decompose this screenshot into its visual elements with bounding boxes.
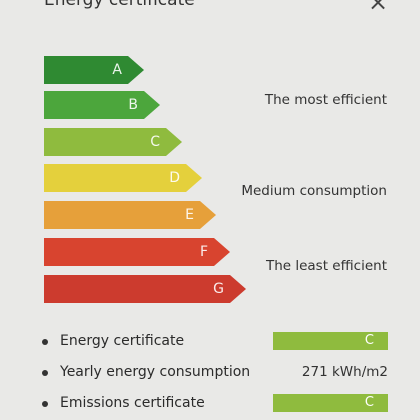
- close-button[interactable]: ×: [368, 0, 389, 16]
- bullet: [42, 339, 48, 345]
- rating-badge: C: [273, 332, 388, 350]
- detail-value: 271 kWh/m2: [301, 364, 388, 380]
- rating-bar: C: [44, 128, 182, 156]
- bullet: [42, 370, 48, 376]
- bullet: [42, 401, 48, 407]
- rating-bar: A: [44, 56, 144, 84]
- detail-label: Energy certificate: [60, 333, 185, 349]
- rating-bar: B: [44, 91, 160, 119]
- rating-badge: C: [273, 394, 388, 412]
- rating-bar: E: [44, 201, 216, 229]
- rating-bar: G: [44, 275, 246, 303]
- scale-note: The least efficient: [265, 258, 387, 274]
- rating-bar: D: [44, 164, 202, 192]
- scale-note: The most efficient: [264, 92, 387, 108]
- rating-bar: F: [44, 238, 230, 266]
- dialog-title: Energy certificate: [44, 0, 195, 10]
- detail-label: Yearly energy consumption: [60, 364, 251, 380]
- scale-note: Medium consumption: [241, 183, 387, 199]
- detail-label: Emissions certificate: [60, 395, 205, 411]
